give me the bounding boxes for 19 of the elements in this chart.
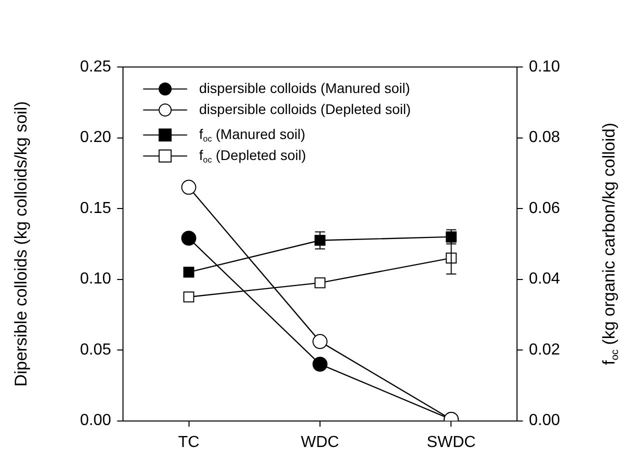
y2-tick-label: 0.08 — [528, 129, 560, 146]
y2-tick-label: 0.02 — [528, 341, 560, 358]
x-tick-label: TC — [178, 434, 200, 451]
y-tick-label: 0.00 — [80, 412, 112, 430]
y-tick-label: 0.25 — [80, 58, 112, 76]
y2-tick-label: 0.00 — [528, 412, 560, 430]
y2-tick-label: 0.10 — [528, 58, 560, 76]
y-tick-label: 0.15 — [80, 200, 112, 217]
x-tick-label: WDC — [300, 434, 340, 451]
y-tick-label: 0.05 — [80, 341, 112, 358]
y2-tick-label: 0.04 — [528, 270, 560, 288]
y-tick-label: 0.20 — [80, 129, 112, 146]
y2-tick-label: 0.06 — [528, 200, 560, 217]
y-axis-title: Dipersible colloids (kg colloids/kg soil) — [12, 101, 31, 387]
y2-axis-title: foc (kg organic carbon/kg colloid) — [600, 122, 621, 366]
x-tick-label: SWDC — [426, 434, 476, 451]
legend-label: dispersible colloids (Depleted soil) — [199, 100, 411, 117]
legend-label: dispersible colloids (Manured soil) — [199, 80, 410, 96]
y-tick-label: 0.10 — [80, 270, 112, 288]
